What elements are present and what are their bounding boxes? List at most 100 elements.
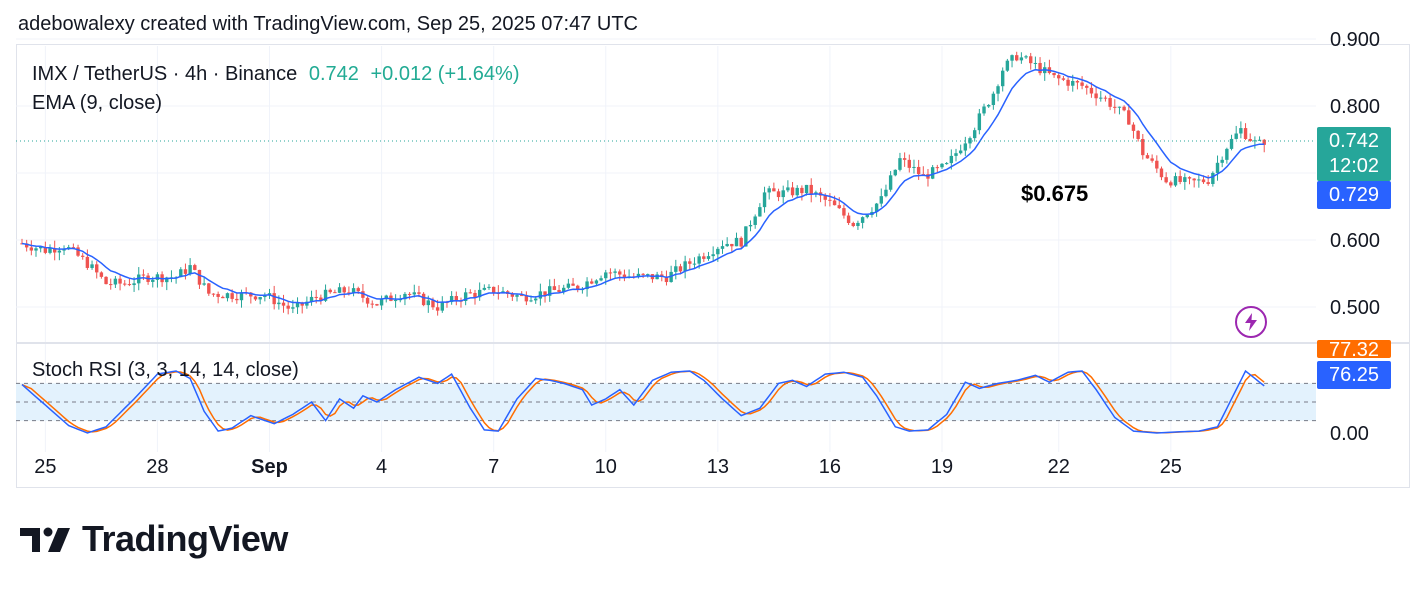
candle-body: [991, 93, 996, 106]
candle-body: [71, 247, 76, 249]
candle-body: [912, 166, 916, 168]
candle-body: [1117, 106, 1122, 108]
candle-body: [1113, 106, 1117, 108]
candle-body: [1169, 182, 1173, 186]
candle-body: [552, 286, 557, 290]
candle-body: [977, 113, 982, 131]
candle-body: [286, 305, 290, 309]
candle-body: [809, 184, 813, 195]
stoch-d-line: [21, 370, 1265, 434]
candle-body: [426, 300, 430, 306]
candle-body: [636, 273, 641, 277]
candle-body: [356, 288, 360, 292]
candle-body: [930, 167, 935, 179]
tradingview-logo-icon[interactable]: [20, 520, 76, 560]
candle-body: [123, 283, 127, 285]
candle-body: [1257, 139, 1262, 141]
candle-body: [692, 263, 697, 265]
candle-body: [655, 274, 659, 280]
price-axis-tick: 0.500: [1330, 297, 1380, 319]
candle-body: [1103, 97, 1108, 99]
time-axis-tick: 13: [707, 456, 729, 478]
candle-body: [986, 105, 991, 107]
price-annotation[interactable]: $0.675: [1021, 181, 1089, 206]
candle-body: [76, 247, 80, 256]
candle-body: [295, 302, 300, 308]
candle-body: [211, 293, 216, 295]
candle-body: [300, 302, 304, 306]
candle-body: [716, 248, 720, 255]
candle-body: [435, 307, 440, 311]
candle-body: [109, 284, 113, 286]
candle-body: [828, 199, 832, 201]
candle-body: [225, 293, 230, 299]
price-axis-tick: 0.900: [1330, 29, 1380, 51]
candle-body: [393, 300, 398, 302]
last-price-value: 0.742: [1328, 130, 1380, 152]
symbol-title[interactable]: IMX / TetherUS · 4h · Binance: [32, 63, 298, 85]
candle-body: [758, 207, 762, 217]
candle-body: [291, 307, 295, 309]
candle-body: [258, 297, 262, 300]
candle-body: [38, 247, 43, 249]
candle-body: [1215, 162, 1220, 173]
chart-legend: IMX / TetherUS · 4h · Binance 0.742 +0.0…: [32, 60, 520, 118]
candle-body: [319, 297, 323, 301]
candle-body: [1085, 85, 1089, 88]
candle-body: [384, 295, 388, 300]
candle-body: [104, 276, 108, 285]
time-axis-tick: 7: [488, 456, 499, 478]
lightning-bolt-icon[interactable]: [1235, 306, 1267, 338]
candle-body: [1197, 179, 1201, 181]
ema-line: [21, 68, 1265, 304]
candle-body: [884, 189, 888, 197]
last-price-badge: 0.742 12:02: [1317, 127, 1391, 181]
candle-body: [538, 291, 543, 299]
candle-body: [1071, 80, 1075, 86]
candle-body: [874, 203, 879, 212]
candle-body: [734, 237, 739, 247]
candle-body: [342, 287, 346, 293]
candle-body: [403, 293, 407, 300]
candle-body: [230, 293, 234, 299]
axis-labels: 0.500 0.600 0.800 0.900 0.00 25 28 Sep 4 7 10 13 16 1…: [34, 29, 1380, 478]
candle-body: [795, 187, 799, 196]
stoch-k-badge: 76.25: [1317, 361, 1391, 389]
candle-body: [1262, 139, 1266, 145]
stoch-axis-tick: 0.00: [1330, 423, 1369, 445]
candle-body: [510, 293, 515, 297]
candle-body: [1080, 82, 1084, 86]
candle-body: [893, 169, 897, 176]
candle-body: [1220, 159, 1224, 163]
candle-body: [548, 286, 552, 296]
candle-body: [519, 295, 524, 297]
candle-body: [239, 292, 244, 301]
candle-body: [1234, 133, 1238, 139]
candle-body: [697, 256, 701, 264]
candle-body: [328, 289, 332, 293]
candle-body: [179, 269, 183, 278]
tradingview-wordmark[interactable]: TradingView: [82, 518, 288, 559]
candle-body: [1010, 55, 1014, 61]
candle-body: [898, 158, 902, 170]
candle-body: [277, 302, 281, 305]
candle-body: [832, 200, 837, 206]
candle-body: [370, 303, 374, 305]
candle-body: [337, 287, 342, 293]
candle-body: [235, 298, 239, 301]
candle-body: [1164, 177, 1168, 183]
candle-body: [1225, 148, 1229, 160]
candle-body: [1141, 138, 1145, 156]
candle-body: [487, 286, 491, 288]
candle-body: [599, 278, 603, 281]
candle-body: [678, 266, 683, 272]
ema-legend[interactable]: EMA (9, close): [32, 92, 163, 114]
candle-body: [837, 205, 841, 209]
candle-body: [253, 296, 258, 300]
candle-body: [1038, 62, 1042, 74]
stoch-legend[interactable]: Stoch RSI (3, 3, 14, 14, close): [32, 359, 299, 381]
candle-body: [412, 292, 416, 295]
chart-credit: adebowalexy created with TradingView.com…: [18, 13, 638, 35]
candle-body: [431, 300, 435, 308]
